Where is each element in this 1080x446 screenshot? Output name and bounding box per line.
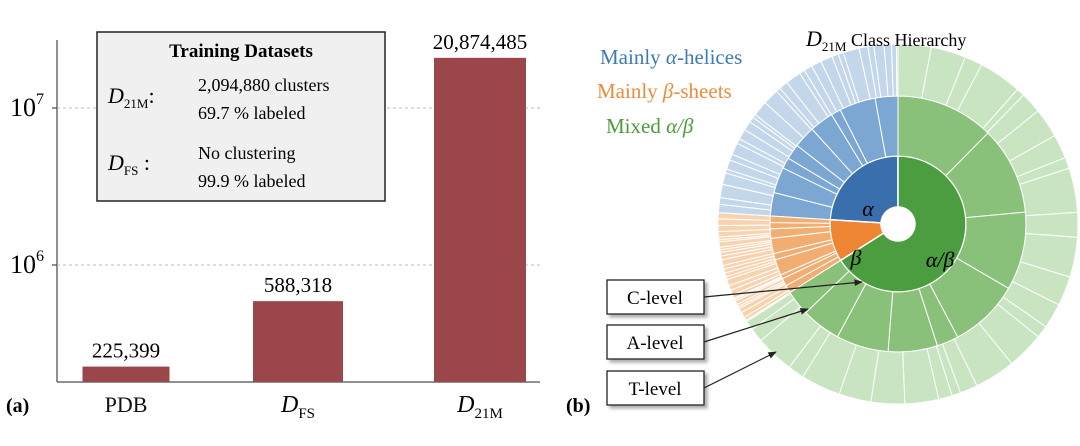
- level-label-c: C-level: [627, 288, 683, 309]
- y-tick-label-1: 106: [10, 248, 44, 279]
- panel-b-label: (b): [566, 395, 590, 417]
- sunburst-wedge-2-ring2-28: [745, 291, 792, 323]
- bar-1: [253, 301, 343, 382]
- y-tick-labels: 107 106: [10, 91, 44, 279]
- bar-value-label-0: 225,399: [92, 339, 160, 363]
- legend-beta: Mainly β-sheets: [597, 79, 732, 103]
- level-label-t: T-level: [628, 379, 681, 400]
- bar-value-label-2: 20,874,485: [433, 30, 528, 54]
- x-tick-label-dfs: DFS: [280, 392, 315, 422]
- sunburst-wedge-1-ring2-27: [717, 212, 771, 221]
- bar-2: [434, 57, 526, 383]
- y-tick-label-0: 107: [10, 91, 44, 122]
- x-tick-label-pdb: PDB: [105, 392, 148, 417]
- class-label-alpha: α: [862, 196, 874, 221]
- inset-dfs-line1: No clustering: [198, 143, 295, 163]
- sunburst-chart: [717, 43, 1079, 405]
- bar-chart-panel: 225,399 588,318 20,874,485 107 106 PDB DFS …: [6, 30, 540, 422]
- x-tick-labels: PDB DFS D21M: [105, 392, 503, 422]
- sunburst-legend: Mainly α-helices Mainly β-sheets Mixed α…: [597, 45, 742, 138]
- x-tick-label-d21m: D21M: [456, 392, 503, 422]
- inset-d21m-line2: 69.7 % labeled: [198, 103, 305, 123]
- legend-alpha: Mainly α-helices: [600, 45, 742, 69]
- level-label-a: A-level: [627, 333, 684, 354]
- sunburst-panel: D21M Class Hierarchy Mainly α-helices Ma…: [566, 26, 1079, 417]
- bar-0: [82, 366, 170, 382]
- level-callouts: C-level A-level T-level: [606, 279, 863, 406]
- inset-dfs-line2: 99.9 % labeled: [198, 171, 305, 191]
- bar-value-labels: 225,399 588,318 20,874,485: [92, 30, 527, 363]
- class-label-alphabeta: α/β: [926, 247, 955, 272]
- inset-symbol-d21m: D21M:: [107, 83, 155, 111]
- inset-d21m-line1: 2,094,880 clusters: [198, 75, 329, 95]
- bars: [82, 57, 526, 383]
- bar-value-label-1: 588,318: [264, 273, 332, 297]
- sunburst-title: D21M Class Hierarchy: [805, 26, 966, 54]
- class-label-beta: β: [850, 245, 862, 270]
- sunburst-class-labels: α β α/β: [850, 196, 955, 272]
- inset-title: Training Datasets: [169, 41, 313, 62]
- panel-a-label: (a): [6, 395, 29, 417]
- inset-symbol-dfs: DFS :: [107, 150, 150, 178]
- legend-mixed: Mixed α/β: [606, 114, 694, 138]
- inset-box: Training Datasets D21M: 2,094,880 cluste…: [96, 31, 386, 202]
